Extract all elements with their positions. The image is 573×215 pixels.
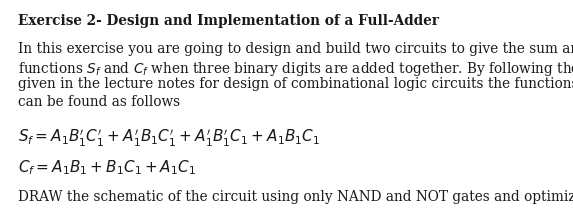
Text: $S_f = A_1B_1'C_1' + A_1'B_1C_1' + A_1'B_1'C_1 + A_1B_1C_1$: $S_f = A_1B_1'C_1' + A_1'B_1C_1' + A_1'B… [18,128,320,149]
Text: can be found as follows: can be found as follows [18,95,180,109]
Text: DRAW the schematic of the circuit using only NAND and NOT gates and optimize it : DRAW the schematic of the circuit using … [18,190,573,204]
Text: Exercise 2- Design and Implementation of a Full-Adder: Exercise 2- Design and Implementation of… [18,14,439,28]
Text: In this exercise you are going to design and build two circuits to give the sum : In this exercise you are going to design… [18,42,573,56]
Text: $C_f = A_1B_1 + B_1C_1 + A_1C_1$: $C_f = A_1B_1 + B_1C_1 + A_1C_1$ [18,158,196,177]
Text: functions $S_f$ and $C_f$ when three binary digits are added together. By follow: functions $S_f$ and $C_f$ when three bin… [18,60,573,77]
Text: given in the lecture notes for design of combinational logic circuits the functi: given in the lecture notes for design of… [18,77,573,91]
